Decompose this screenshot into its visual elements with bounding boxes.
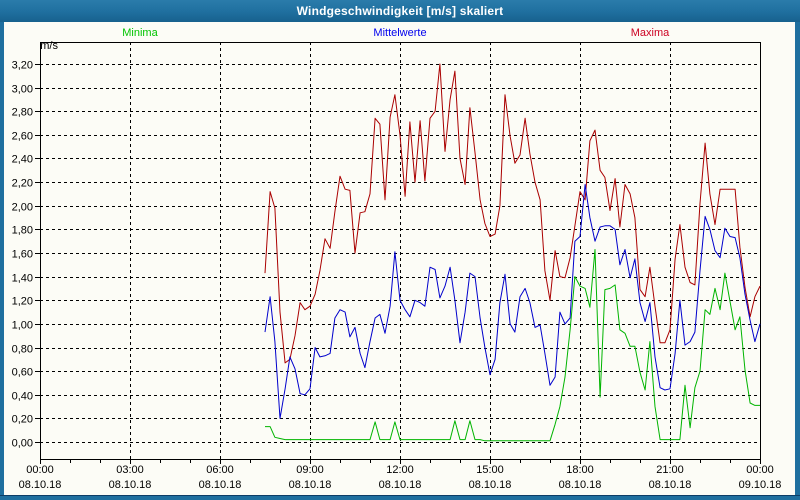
legend-item-maxima: Maxima	[630, 27, 670, 39]
y-axis-tick-label: 0,00	[12, 438, 33, 450]
x-axis-date-label: 08.10.18	[289, 479, 332, 491]
x-axis-time-label: 06:00	[206, 464, 234, 476]
y-axis-tick-label: 0,80	[12, 344, 33, 356]
legend-item-mittelwerte: Mittelwerte	[373, 27, 427, 39]
x-axis-date-label: 08.10.18	[379, 479, 422, 491]
y-axis-tick-label: 1,20	[12, 296, 33, 308]
x-axis-date-label: 08.10.18	[649, 479, 692, 491]
y-axis-tick-label: 2,60	[12, 131, 33, 143]
y-axis-tick-label: 3,20	[12, 60, 33, 72]
x-axis-time-label: 03:00	[116, 464, 144, 476]
y-axis-tick-label: 2,20	[12, 178, 33, 190]
window-title: Windgeschwindigkeit [m/s] skaliert	[296, 4, 504, 18]
x-axis-time-label: 21:00	[656, 464, 684, 476]
x-axis-date-label: 08.10.18	[19, 479, 62, 491]
x-axis-date-label: 08.10.18	[199, 479, 242, 491]
series-line-mittelwerte	[264, 184, 761, 419]
x-axis-time-label: 15:00	[476, 464, 504, 476]
legend-item-minima: Minima	[122, 27, 158, 39]
y-axis-tick-label: 0,20	[12, 414, 33, 426]
x-axis-date-label: 08.10.18	[559, 479, 602, 491]
y-axis-tick-label: 2,40	[12, 154, 33, 166]
x-axis-time-label: 00:00	[746, 464, 774, 476]
y-axis-tick-label: 1,80	[12, 225, 33, 237]
x-axis-date-label: 08.10.18	[469, 479, 512, 491]
y-axis-tick-label: 1,00	[12, 320, 33, 332]
x-axis-date-label: 08.10.18	[109, 479, 152, 491]
x-axis-time-label: 09:00	[296, 464, 324, 476]
y-axis-tick-label: 0,40	[12, 391, 33, 403]
plot-border	[40, 42, 761, 460]
series-line-minima	[265, 249, 760, 442]
series-line-maxima	[264, 63, 761, 364]
x-axis-time-label: 18:00	[566, 464, 594, 476]
x-axis-time-label: 12:00	[386, 464, 414, 476]
y-axis-tick-label: 2,00	[12, 202, 33, 214]
y-axis-tick-label: 3,00	[12, 84, 33, 96]
x-axis-date-label: 09.10.18	[739, 479, 782, 491]
y-gridlines	[35, 64, 760, 443]
y-axis-tick-label: 1,60	[12, 249, 33, 261]
x-axis-time-label: 00:00	[26, 464, 54, 476]
y-axis-tick-label: 2,80	[12, 107, 33, 119]
y-axis-tick-label: 1,40	[12, 273, 33, 285]
axis-tick-labels: 0,00 0,20 0,40 0,60 0,80 1,00 1,20 1,40 1,60 1,80…	[12, 60, 782, 492]
y-axis-unit-label: m/s	[40, 40, 58, 52]
y-axis-tick-label: 0,60	[12, 367, 33, 379]
title-bar: Windgeschwindigkeit [m/s] skaliert	[0, 0, 800, 22]
